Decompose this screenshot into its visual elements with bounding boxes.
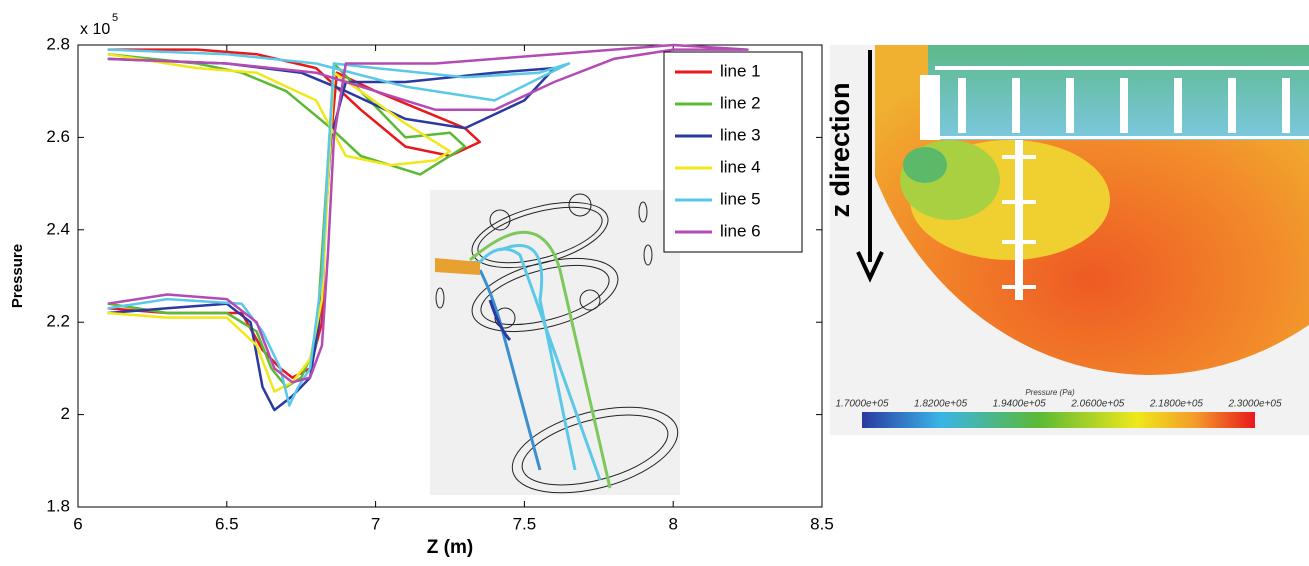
ticks: 1.8 2 2.2 2.4 2.6 2.8 6 6.5 7 7.5 8 8.5: [46, 34, 833, 533]
colorbar-label: 1.8200e+05: [914, 399, 968, 410]
lines: [107, 43, 749, 412]
contour-image: [830, 45, 1309, 435]
x-axis-label: Z (m): [427, 537, 473, 558]
y-tick-label: 2.2: [46, 312, 70, 331]
y-tick-label: 2.4: [46, 219, 70, 238]
colorbar-title: Pressure (Pa): [1025, 388, 1075, 397]
y-axis-label: Pressure: [9, 244, 26, 308]
x-tick-label: 8: [668, 514, 677, 533]
y-tick-label: 2: [61, 404, 70, 423]
data-line: [107, 52, 467, 389]
legend-label: line 4: [720, 157, 761, 176]
colorbar-label: 1.7000e+05: [835, 399, 889, 410]
x-tick-label: 8.5: [810, 514, 834, 533]
colorbar-label: 2.1800e+05: [1149, 399, 1204, 410]
colorbar-label: 2.0600e+05: [1070, 399, 1125, 410]
y-tick-label: 2.8: [46, 34, 70, 53]
y-tick-label: 1.8: [46, 496, 70, 515]
y-multiplier-exponent: 5: [112, 12, 118, 24]
x-tick-label: 6: [73, 514, 82, 533]
x-tick-label: 6.5: [215, 514, 239, 533]
legend-box: [663, 51, 803, 253]
x-tick-label: 7.5: [513, 514, 537, 533]
legend-label: line 6: [720, 221, 761, 240]
legend-label: line 3: [720, 125, 761, 144]
y-tick-label: 2.6: [46, 127, 70, 146]
inset-image: [430, 190, 680, 495]
legend-label: line 5: [720, 189, 761, 208]
legend-label: line 1: [720, 61, 761, 80]
direction-label: z direction: [825, 82, 855, 217]
data-line: [107, 43, 749, 384]
y-multiplier: x 10: [80, 21, 110, 38]
colorbar-label: 1.9400e+05: [993, 399, 1047, 410]
x-tick-label: 7: [371, 514, 380, 533]
legend-label: line 2: [720, 93, 761, 112]
colorbar-labels: 1.7000e+05 1.8200e+05 1.9400e+05 2.0600e+05…: [835, 399, 1282, 410]
data-line: [107, 48, 571, 407]
colorbar-label: 2.3000e+05: [1227, 399, 1282, 410]
legend: line 1 line 2 line 3 line 4 line 5 line 6: [663, 51, 803, 253]
